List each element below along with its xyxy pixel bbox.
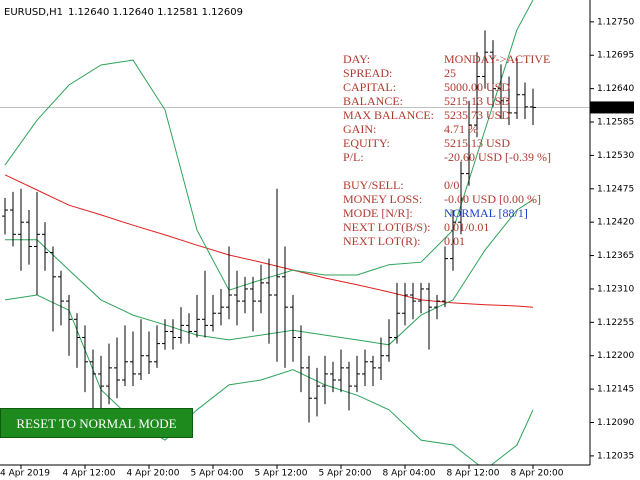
panel-label: MAX BALANCE: [343,108,434,122]
y-tick-label: 1.12310 [597,284,634,294]
panel-label: P/L: [343,150,364,164]
panel-value: 0.01 [444,234,465,248]
y-tick-label: 1.12145 [597,385,634,395]
info-panel: DAY: MONDAY->ACTIVE SPREAD: 25 CAPITAL: 5000.… [343,52,551,248]
y-tick-label: 1.12530 [597,151,634,161]
indicator-line [4,294,534,465]
x-tick-label: 4 Apr 12:00 [63,469,116,479]
x-tick-label: 5 Apr 04:00 [191,469,244,479]
panel-label: DAY: [343,52,370,66]
y-tick-label: 1.12750 [597,17,634,27]
panel-label: EQUITY: [343,136,390,150]
y-tick-label: 1.12200 [597,351,634,361]
y-tick-label: 1.12585 [597,118,634,128]
panel-label: GAIN: [343,122,376,136]
panel-label: NEXT LOT(R): [343,234,420,248]
panel-value: 0.01/0.01 [444,220,489,234]
ohlc-text: 1.12640 1.12640 1.12581 1.12609 [68,7,243,18]
panel-label: MONEY LOSS: [343,192,422,206]
panel-value: 5215.13 USD [444,94,510,108]
panel-value: 0/0 [444,178,459,192]
last-price-box [590,101,634,114]
panel-label: SPREAD: [343,66,392,80]
panel-value: NORMAL [88/1] [444,206,528,220]
x-tick-label: 5 Apr 20:00 [319,469,372,479]
panel-value: 5235.73 USD [444,108,510,122]
y-tick-label: 1.12475 [597,184,634,194]
panel-label: CAPITAL: [343,80,396,94]
panel-value: MONDAY->ACTIVE [444,52,550,66]
panel-label: BALANCE: [343,94,403,108]
x-tick-label: 4 Apr 20:00 [127,469,180,479]
reset-button[interactable]: RESET TO NORMAL MODE NOW [0,408,193,461]
panel-value: -20.60 USD [-0.39 %] [444,150,551,164]
x-tick-label: 8 Apr 20:00 [511,469,564,479]
symbol-title: EURUSD,H1 [4,7,63,18]
last-price-label: 1.12609 [597,103,634,113]
x-tick-label: 8 Apr 12:00 [447,469,500,479]
y-tick-label: 1.12035 [597,451,634,461]
panel-value: 4.71 % [444,122,478,136]
y-tick-label: 1.12695 [597,51,634,61]
plot-area [0,0,590,465]
panel-value: -0.00 USD [0.00 %] [444,192,541,206]
x-tick-label: 5 Apr 12:00 [255,469,308,479]
panel-value: 5000.00 USD [444,80,510,94]
x-tick-label: 8 Apr 04:00 [383,469,436,479]
y-tick-label: 1.12365 [597,251,634,261]
panel-label: BUY/SELL: [343,178,404,192]
y-tick-label: 1.12420 [597,218,634,228]
x-tick-label: 4 Apr 2019 [0,469,50,479]
y-tick-label: 1.12640 [597,84,634,94]
panel-value: 5215.13 USD [444,136,510,150]
y-tick-label: 1.12090 [597,418,634,428]
panel-value: 25 [444,66,456,80]
panel-label: NEXT LOT(B/S): [343,220,430,234]
panel-label: MODE [N/R]: [343,206,413,220]
y-tick-label: 1.12255 [597,318,634,328]
